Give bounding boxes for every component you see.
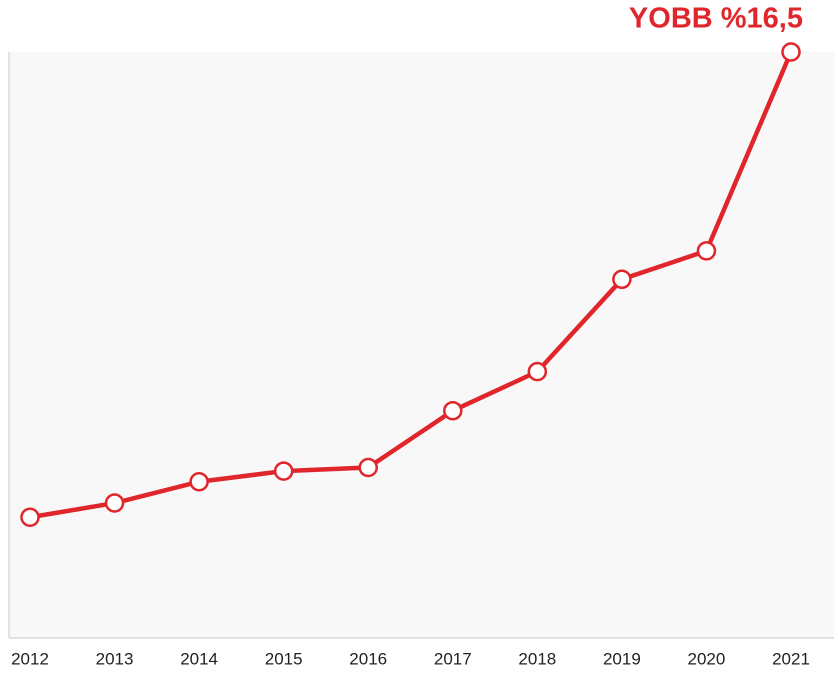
point [527, 361, 548, 382]
x-tick-label: 2015 [265, 649, 303, 668]
point [104, 493, 125, 513]
point [443, 400, 463, 421]
point [612, 269, 632, 290]
x-tick-label: 2019 [603, 649, 641, 668]
plot-area [9, 52, 834, 638]
data-label: YOBB %16,5 [629, 3, 803, 35]
point [781, 42, 801, 62]
point [20, 507, 40, 527]
x-tick-label: 2020 [688, 649, 726, 668]
point [358, 457, 378, 478]
x-tick-label: 2013 [96, 649, 134, 668]
x-tick-label: 2012 [11, 649, 49, 668]
point [273, 461, 294, 481]
line [29, 51, 794, 520]
x-tick-label: 2016 [349, 649, 387, 668]
point [189, 471, 209, 492]
x-tick-label: 2021 [772, 649, 810, 668]
x-tick-label: 2018 [518, 649, 556, 668]
x-tick-label: 2014 [180, 649, 218, 668]
x-tick-label: 2017 [434, 649, 472, 668]
point [696, 241, 717, 261]
